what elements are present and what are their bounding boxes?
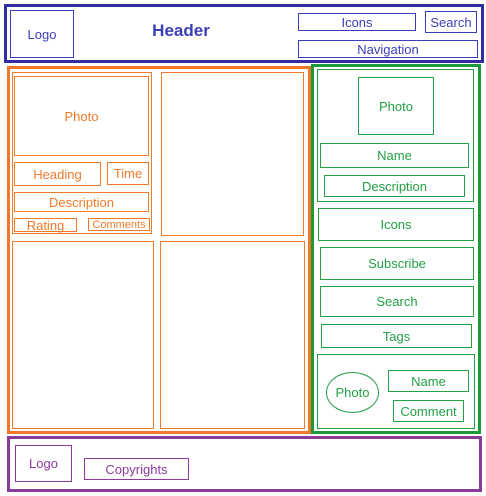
comment-photo[interactable]: Photo	[326, 372, 379, 413]
sidebar-search[interactable]: Search	[320, 286, 474, 317]
header-search[interactable]: Search	[425, 11, 477, 33]
header-region	[4, 4, 484, 63]
header-title: Header	[152, 21, 210, 40]
card-heading[interactable]: Heading	[14, 162, 101, 186]
header-logo[interactable]: Logo	[10, 10, 74, 58]
sidebar-name: Name	[320, 143, 469, 168]
card-description: Description	[14, 192, 149, 212]
sidebar-icons[interactable]: Icons	[318, 208, 474, 241]
sidebar-region	[311, 64, 481, 434]
content-region	[7, 66, 311, 434]
card-comments[interactable]: Comments	[88, 218, 150, 231]
sidebar-description: Description	[324, 175, 465, 197]
header-navigation[interactable]: Navigation	[298, 40, 478, 58]
content-card-1	[12, 72, 152, 234]
card-time: Time	[107, 162, 149, 185]
footer-copyrights: Copyrights	[84, 458, 189, 480]
sidebar-profile-photo[interactable]: Photo	[358, 77, 434, 135]
comment-text: Comment	[393, 400, 464, 422]
footer-logo[interactable]: Logo	[15, 445, 72, 482]
content-card-2	[161, 72, 304, 236]
sidebar-subscribe[interactable]: Subscribe	[320, 247, 474, 280]
comment-name: Name	[388, 370, 469, 392]
sidebar-profile-card	[317, 69, 474, 202]
sidebar-comment-card	[317, 354, 475, 429]
card-rating[interactable]: Rating	[14, 218, 77, 233]
card-photo[interactable]: Photo	[14, 76, 149, 156]
content-card-3	[12, 241, 154, 429]
header-icons[interactable]: Icons	[298, 13, 416, 31]
content-card-4	[160, 241, 305, 429]
sidebar-tags[interactable]: Tags	[321, 324, 472, 348]
footer-region	[7, 436, 482, 492]
